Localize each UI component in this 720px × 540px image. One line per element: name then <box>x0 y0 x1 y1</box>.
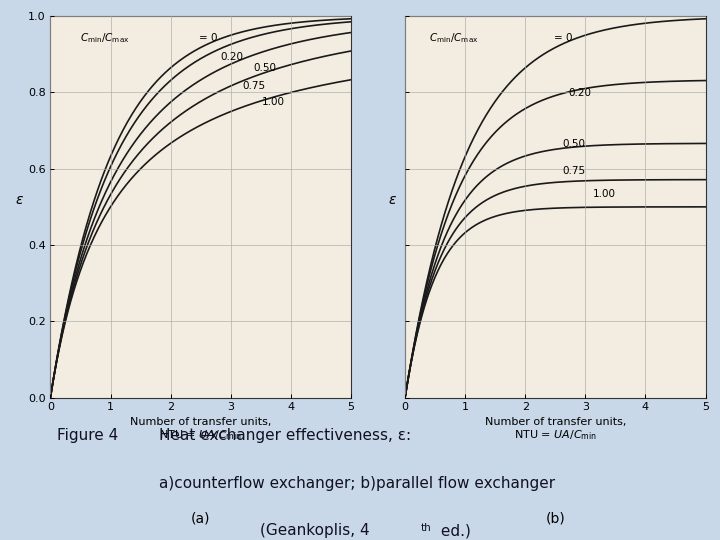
Text: th: th <box>420 523 431 533</box>
Y-axis label: ε: ε <box>16 193 23 207</box>
Text: 1.00: 1.00 <box>593 190 616 199</box>
Text: a)counterflow exchanger; b)parallel flow exchanger: a)counterflow exchanger; b)parallel flow… <box>158 476 554 490</box>
Text: ed.): ed.) <box>436 523 471 538</box>
Text: Heat exchanger effectiveness, ε:: Heat exchanger effectiveness, ε: <box>158 428 410 443</box>
Text: 0.50: 0.50 <box>253 64 276 73</box>
Text: (b): (b) <box>546 512 565 526</box>
Text: 1.00: 1.00 <box>262 97 285 107</box>
Text: 0.50: 0.50 <box>563 139 586 149</box>
Text: = 0: = 0 <box>554 33 572 43</box>
Text: 0.20: 0.20 <box>220 52 243 62</box>
Text: Figure 4: Figure 4 <box>57 428 118 443</box>
Text: 0.20: 0.20 <box>569 88 592 98</box>
X-axis label: Number of transfer units,
NTU = $UA/C_{\mathrm{min}}$: Number of transfer units, NTU = $UA/C_{\… <box>485 416 626 442</box>
Text: 0.75: 0.75 <box>243 82 266 91</box>
Text: = 0: = 0 <box>199 33 217 43</box>
X-axis label: Number of transfer units,
NTU = $UA/C_{\mathrm{min}}$: Number of transfer units, NTU = $UA/C_{\… <box>130 416 271 442</box>
Text: $C_{\mathrm{min}}/C_{\mathrm{max}}$: $C_{\mathrm{min}}/C_{\mathrm{max}}$ <box>429 31 479 45</box>
Text: $C_{\mathrm{min}}/C_{\mathrm{max}}$: $C_{\mathrm{min}}/C_{\mathrm{max}}$ <box>81 31 130 45</box>
Text: (Geankoplis, 4: (Geankoplis, 4 <box>260 523 369 538</box>
Text: 0.75: 0.75 <box>563 166 586 177</box>
Text: (a): (a) <box>191 512 210 526</box>
Y-axis label: ε: ε <box>388 193 395 207</box>
